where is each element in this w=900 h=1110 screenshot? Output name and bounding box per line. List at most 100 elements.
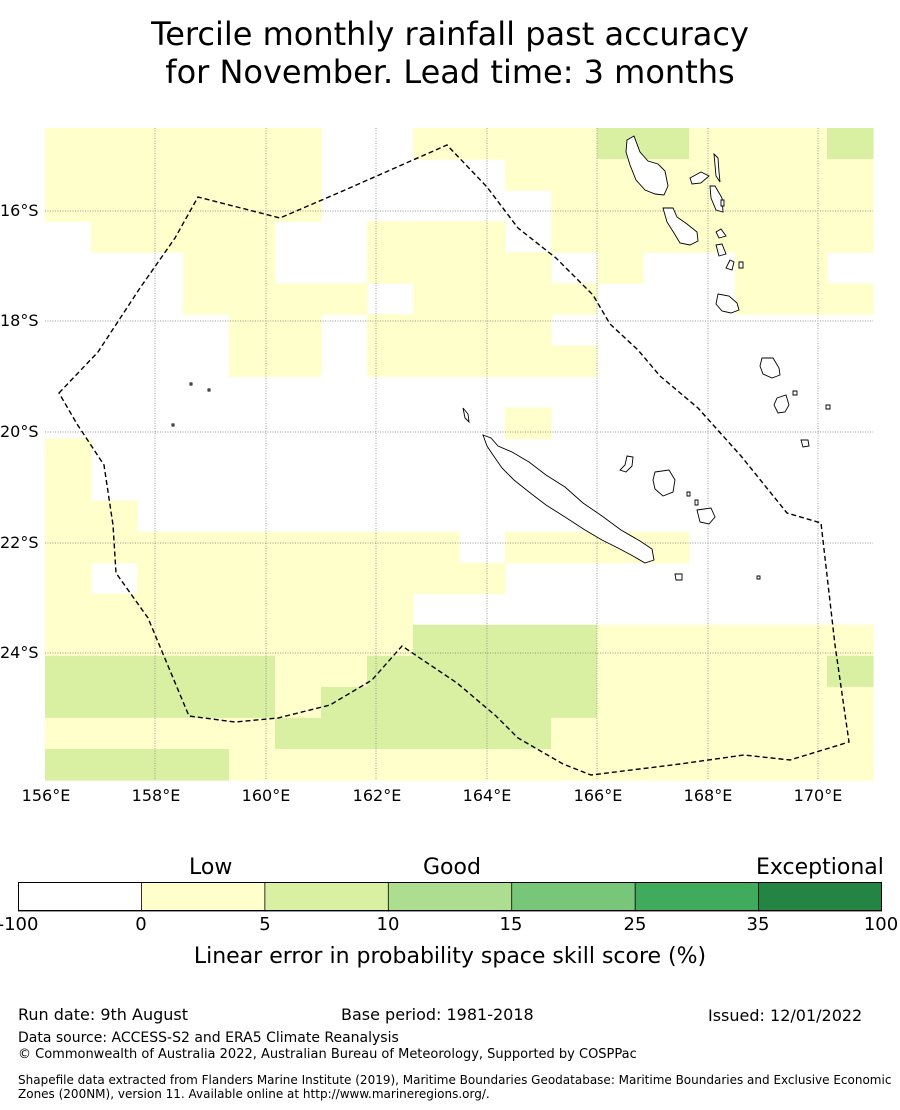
skill-cell bbox=[689, 128, 736, 160]
skill-cell bbox=[413, 345, 460, 377]
colorbar-bin bbox=[141, 882, 266, 912]
island-mare bbox=[696, 507, 716, 525]
colorbar-bin bbox=[511, 882, 637, 912]
skill-cell bbox=[551, 345, 598, 377]
colorbar-tick: 25 bbox=[623, 914, 647, 935]
skill-cell bbox=[367, 531, 414, 564]
skill-cell bbox=[781, 252, 828, 284]
skill-cell bbox=[827, 221, 874, 253]
skill-cell bbox=[367, 655, 414, 688]
skill-cell bbox=[413, 748, 460, 781]
skill-cell bbox=[229, 562, 276, 595]
skill-cell bbox=[735, 748, 782, 781]
skill-cell bbox=[137, 531, 184, 564]
skill-cell bbox=[45, 128, 92, 160]
skill-cell bbox=[275, 128, 322, 160]
skill-cell bbox=[367, 345, 414, 377]
island-isle-of-pines bbox=[674, 573, 683, 581]
skill-cell bbox=[505, 717, 552, 750]
skill-cell bbox=[183, 190, 230, 222]
skill-cell bbox=[321, 624, 368, 657]
skill-cell bbox=[459, 283, 506, 315]
skill-cell bbox=[229, 531, 276, 564]
skill-cell bbox=[689, 686, 736, 719]
skill-cell bbox=[505, 252, 552, 284]
skill-cell bbox=[459, 314, 506, 346]
island-epi bbox=[715, 228, 727, 239]
skill-cell bbox=[137, 190, 184, 222]
lat-label-24s: 24°S bbox=[0, 643, 39, 662]
lat-label-18s: 18°S bbox=[0, 311, 39, 330]
skill-cell bbox=[413, 128, 460, 160]
colorbar-tick: 0 bbox=[135, 914, 147, 935]
skill-cell bbox=[459, 717, 506, 750]
skill-cell bbox=[551, 283, 598, 315]
skill-cell bbox=[597, 717, 644, 750]
skill-cell bbox=[643, 128, 690, 160]
skill-cell bbox=[45, 469, 92, 502]
skill-cell bbox=[781, 717, 828, 750]
skill-cell bbox=[413, 686, 460, 719]
skill-cell bbox=[505, 345, 552, 377]
skill-cell bbox=[321, 531, 368, 564]
skill-cell bbox=[229, 345, 276, 377]
skill-cell bbox=[459, 252, 506, 284]
skill-cell bbox=[781, 159, 828, 191]
skill-grid bbox=[45, 128, 874, 781]
skill-cell bbox=[597, 221, 644, 253]
island-chesterfield-b bbox=[207, 388, 211, 392]
skill-cell bbox=[367, 314, 414, 346]
coastlines bbox=[171, 135, 831, 581]
colorbar-axis-label: Linear error in probability space skill … bbox=[193, 944, 707, 969]
skill-cell bbox=[551, 221, 598, 253]
colorbar-bin bbox=[18, 882, 143, 912]
skill-cell bbox=[597, 190, 644, 222]
skill-cell bbox=[183, 624, 230, 657]
skill-cell bbox=[229, 748, 276, 781]
colorbar-tick: 35 bbox=[746, 914, 770, 935]
skill-cell bbox=[45, 624, 92, 657]
island-lifou bbox=[652, 469, 676, 497]
skill-cell bbox=[643, 748, 690, 781]
skill-cell bbox=[275, 717, 322, 750]
skill-cell bbox=[505, 531, 552, 564]
island-ouvea bbox=[619, 455, 634, 473]
skill-cell bbox=[827, 717, 874, 750]
skill-cell bbox=[229, 593, 276, 626]
skill-cell bbox=[183, 159, 230, 191]
skill-cell bbox=[781, 748, 828, 781]
skill-cell bbox=[91, 655, 138, 688]
island-aneityum bbox=[800, 439, 810, 448]
skill-cell bbox=[597, 655, 644, 688]
skill-cell bbox=[551, 655, 598, 688]
skill-cell bbox=[229, 252, 276, 284]
skill-cell bbox=[45, 159, 92, 191]
skill-cell bbox=[689, 655, 736, 688]
data-source: Data source: ACCESS-S2 and ERA5 Climate … bbox=[18, 1030, 399, 1046]
skill-cell bbox=[781, 128, 828, 160]
copyright: © Commonwealth of Australia 2022, Austra… bbox=[18, 1047, 637, 1062]
lon-label-164e: 164°E bbox=[462, 786, 512, 805]
colorbar-tick: -100 bbox=[0, 914, 39, 935]
island-malekula bbox=[662, 207, 699, 246]
island-erromango bbox=[759, 357, 781, 379]
skill-cell bbox=[91, 500, 138, 533]
skill-cell bbox=[45, 686, 92, 719]
skill-cell bbox=[45, 655, 92, 688]
skill-cell bbox=[367, 624, 414, 657]
skill-cell bbox=[413, 252, 460, 284]
skill-cell bbox=[137, 128, 184, 160]
skill-cell bbox=[229, 159, 276, 191]
lon-label-168e: 168°E bbox=[683, 786, 733, 805]
island-shepherds bbox=[738, 261, 744, 269]
skill-cell bbox=[827, 748, 874, 781]
skill-cell bbox=[183, 128, 230, 160]
skill-cell bbox=[137, 717, 184, 750]
lat-label-22s: 22°S bbox=[0, 533, 39, 552]
skill-cell bbox=[735, 128, 782, 160]
skill-cell bbox=[229, 221, 276, 253]
skill-cell bbox=[735, 717, 782, 750]
skill-cell bbox=[367, 221, 414, 253]
skill-cell bbox=[735, 190, 782, 222]
skill-cell bbox=[275, 655, 322, 688]
